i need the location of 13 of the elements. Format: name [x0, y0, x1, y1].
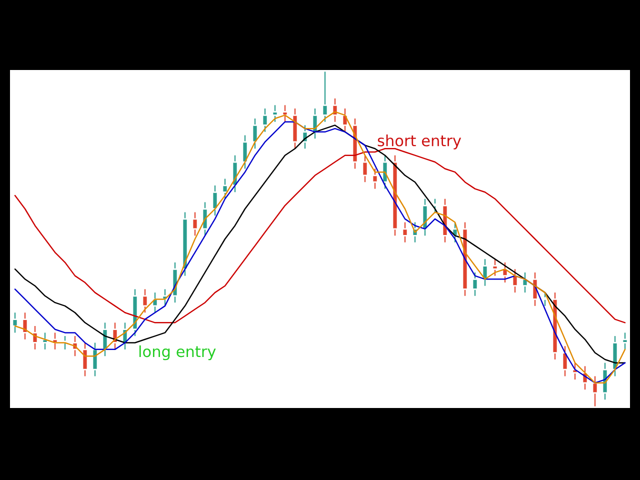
candlestick [472, 272, 478, 296]
annotation: long entry [139, 345, 216, 360]
candlestick [282, 104, 288, 122]
candlestick [372, 168, 378, 190]
annotation: short entry [378, 134, 462, 150]
candlestick [362, 154, 368, 183]
candlestick [262, 108, 268, 132]
candlestick [272, 104, 278, 122]
candlestick [402, 222, 408, 243]
candlestick [542, 292, 548, 306]
candlestick [492, 258, 498, 276]
candlestick [192, 212, 198, 236]
candlestick [142, 288, 148, 314]
